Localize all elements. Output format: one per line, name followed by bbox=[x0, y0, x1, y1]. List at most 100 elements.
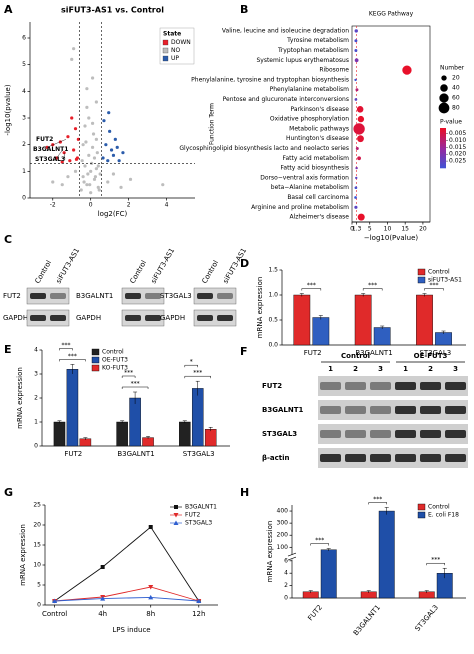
significance-label: *** bbox=[373, 496, 382, 503]
significance-label: *** bbox=[368, 282, 377, 289]
blot-band bbox=[395, 430, 416, 438]
blot-membrane bbox=[318, 424, 468, 444]
x-tick-label: 4h bbox=[98, 610, 107, 618]
colorbar-step bbox=[440, 144, 446, 147]
y-tick-label: 2 bbox=[22, 141, 26, 148]
y-tick-label: 1 bbox=[34, 419, 38, 426]
chart-title: siFUT3-AS1 vs. Control bbox=[61, 6, 164, 15]
blot-band bbox=[420, 454, 441, 462]
bubble bbox=[354, 196, 357, 199]
x-tick-label: B3GALNT1 bbox=[355, 349, 392, 357]
blot-band bbox=[217, 315, 233, 321]
x-tick-label: 4 bbox=[165, 202, 169, 209]
point bbox=[60, 183, 64, 187]
bubble bbox=[402, 65, 412, 75]
point bbox=[92, 177, 97, 181]
point bbox=[117, 159, 121, 163]
x-tick-label: -2 bbox=[50, 202, 56, 209]
blot-band bbox=[217, 293, 233, 299]
colorbar-step bbox=[440, 154, 446, 157]
y-tick-label: 10 bbox=[33, 562, 41, 569]
point bbox=[88, 183, 92, 187]
row-label: GAPDH bbox=[76, 314, 101, 322]
blot-band bbox=[395, 382, 416, 390]
point bbox=[85, 87, 89, 91]
legend-label: E. coli F18 bbox=[428, 512, 459, 519]
point bbox=[83, 124, 87, 128]
lane-label: 3 bbox=[453, 365, 458, 373]
y-tick-label: 0.5 bbox=[268, 317, 278, 324]
row-label: B3GALNT1 bbox=[76, 292, 113, 300]
colorbar-label: 0.020 bbox=[449, 151, 466, 158]
point bbox=[68, 159, 72, 163]
x-tick-label: 1.3 bbox=[352, 226, 362, 233]
bar bbox=[354, 294, 372, 346]
point bbox=[109, 148, 114, 152]
y-tick-label: 6 bbox=[22, 35, 26, 42]
y-tick-label: 2 bbox=[284, 582, 288, 589]
legend-label: ST3GAL3 bbox=[185, 520, 212, 527]
gene-label: B3GALNT1 bbox=[33, 146, 68, 153]
series-line bbox=[54, 586, 199, 602]
bubble bbox=[354, 98, 358, 101]
y-axis-label: mRNA expression bbox=[266, 521, 274, 583]
category-label: Tyrosine metabolism bbox=[286, 37, 349, 44]
group-label: Control bbox=[341, 352, 370, 360]
point bbox=[73, 127, 78, 131]
x-tick-label: 12h bbox=[192, 610, 205, 618]
blot-band bbox=[345, 406, 366, 414]
colorbar-step bbox=[440, 130, 446, 133]
x-tick-label: 2 bbox=[127, 202, 131, 209]
point bbox=[119, 185, 123, 189]
point bbox=[70, 116, 74, 120]
blot-band bbox=[395, 454, 416, 462]
bar bbox=[204, 429, 217, 447]
category-label: Phenylalanine metabolism bbox=[270, 86, 350, 93]
bar bbox=[66, 369, 79, 447]
legend-label: Control bbox=[102, 349, 124, 356]
legend-title: State bbox=[163, 31, 181, 38]
x-tick-label: ST3GAL3 bbox=[183, 450, 215, 458]
point bbox=[90, 76, 95, 80]
blot-band bbox=[320, 454, 341, 462]
bar bbox=[435, 332, 452, 346]
colorbar-step bbox=[440, 146, 446, 149]
blot-band bbox=[320, 382, 341, 390]
colorbar-step bbox=[440, 166, 446, 169]
point bbox=[94, 167, 98, 171]
bubble bbox=[357, 135, 364, 143]
category-label: Fatty acid metabolism bbox=[283, 155, 350, 162]
blot-membrane bbox=[26, 309, 70, 327]
legend-label: Control bbox=[428, 504, 450, 511]
point bbox=[87, 116, 91, 120]
legend-label: B3GALNT1 bbox=[185, 504, 217, 511]
x-tick-label: B3GALNT1 bbox=[352, 603, 382, 637]
blot-band bbox=[320, 406, 341, 414]
blot-band bbox=[30, 293, 46, 299]
blot-membrane bbox=[121, 309, 165, 327]
category-label: Pentose and glucuronate interconversions bbox=[223, 96, 349, 103]
legend-swatch bbox=[91, 356, 100, 364]
blot-band bbox=[420, 430, 441, 438]
colorbar-step bbox=[440, 138, 446, 141]
point bbox=[66, 175, 70, 179]
y-tick-label: 200 bbox=[277, 532, 289, 539]
point bbox=[100, 565, 105, 569]
point bbox=[91, 132, 96, 136]
blot-band bbox=[50, 293, 66, 299]
point bbox=[73, 169, 78, 173]
blot-band bbox=[197, 315, 213, 321]
legend-label: UP bbox=[171, 55, 179, 62]
category-label: Fatty acid biosynthesis bbox=[281, 165, 350, 172]
size-legend-title: Number bbox=[440, 65, 465, 72]
legend-marker bbox=[173, 513, 179, 518]
blot-membrane bbox=[121, 287, 165, 305]
point bbox=[80, 159, 84, 163]
bubble bbox=[356, 106, 364, 113]
lane-label: 3 bbox=[378, 365, 383, 373]
lane-label: Control bbox=[34, 259, 54, 285]
point bbox=[115, 145, 119, 149]
point bbox=[85, 183, 89, 187]
colorbar-label: 0.005 bbox=[449, 130, 466, 137]
significance-label: * bbox=[190, 359, 193, 366]
